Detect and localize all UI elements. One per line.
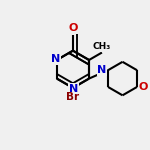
Text: N: N bbox=[69, 84, 78, 94]
Text: Br: Br bbox=[66, 92, 80, 102]
Text: N: N bbox=[51, 54, 61, 64]
Text: O: O bbox=[68, 23, 78, 33]
Text: O: O bbox=[138, 82, 148, 92]
Text: N: N bbox=[97, 65, 107, 75]
Text: CH₃: CH₃ bbox=[93, 42, 111, 51]
